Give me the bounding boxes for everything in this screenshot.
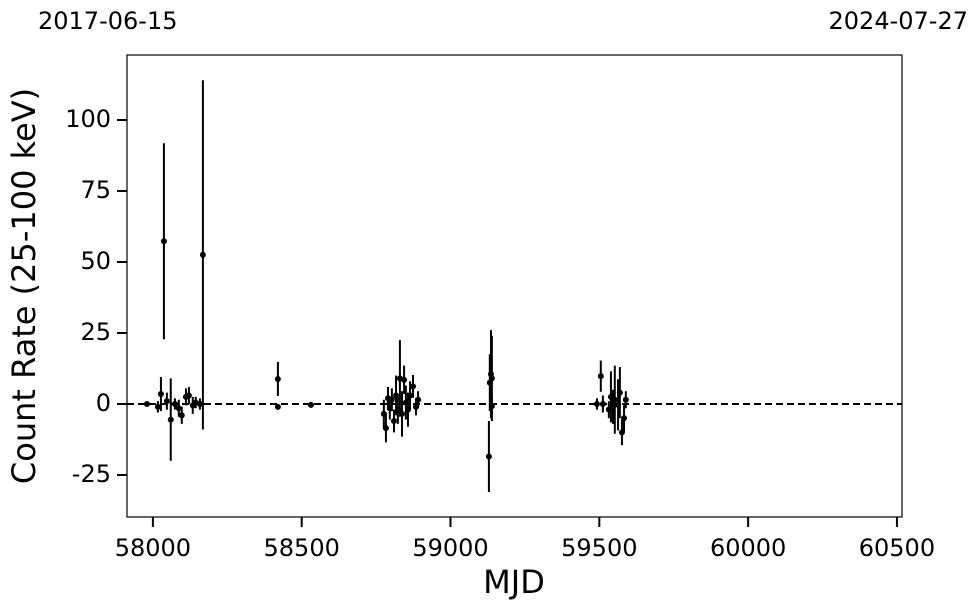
x-tick-label: 59000	[412, 534, 488, 562]
data-point	[401, 376, 408, 383]
y-axis-label: Count Rate (25-100 keV)	[5, 88, 43, 484]
plot-frame	[126, 54, 903, 518]
data-point	[185, 392, 192, 399]
data-point	[599, 400, 606, 407]
y-tick-label: 50	[80, 247, 111, 275]
data-point	[616, 389, 623, 396]
data-point	[167, 416, 174, 423]
data-point	[597, 373, 604, 380]
data-point	[196, 400, 203, 407]
data-point	[611, 396, 618, 403]
data-point	[382, 425, 389, 432]
data-point	[163, 398, 170, 405]
data-point	[274, 403, 281, 410]
data-point	[178, 412, 185, 419]
data-point	[407, 392, 414, 399]
data-point	[307, 401, 314, 408]
data-point	[485, 453, 492, 460]
data-point	[175, 405, 182, 412]
data-point	[622, 396, 629, 403]
x-axis-label: MJD	[483, 563, 545, 601]
data-point	[143, 400, 150, 407]
data-point	[410, 383, 417, 390]
data-point	[171, 400, 178, 407]
y-tick-label: 100	[65, 105, 111, 133]
data-point	[388, 396, 395, 403]
data-point	[593, 400, 600, 407]
y-tick-label: 25	[80, 318, 111, 346]
data-point	[157, 391, 164, 398]
y-tick-label: 75	[80, 176, 111, 204]
y-tick-label: 0	[96, 389, 111, 417]
y-tick-label: -25	[72, 460, 111, 488]
data-point	[399, 410, 405, 417]
x-tick-label: 60000	[710, 534, 786, 562]
data-point	[199, 251, 206, 258]
x-tick-label: 58000	[115, 534, 191, 562]
end-date: 2024-07-27	[829, 7, 968, 35]
start-date: 2017-06-15	[38, 7, 177, 35]
data-point	[488, 375, 495, 382]
data-point	[274, 375, 281, 382]
data-point	[390, 418, 397, 425]
data-point	[160, 238, 167, 245]
data-point	[154, 403, 161, 410]
data-point	[488, 403, 495, 410]
data-point	[621, 415, 628, 422]
data-point	[415, 396, 422, 403]
x-tick-label: 58500	[264, 534, 340, 562]
x-tick-label: 60500	[859, 534, 935, 562]
x-tick-label: 59500	[561, 534, 637, 562]
